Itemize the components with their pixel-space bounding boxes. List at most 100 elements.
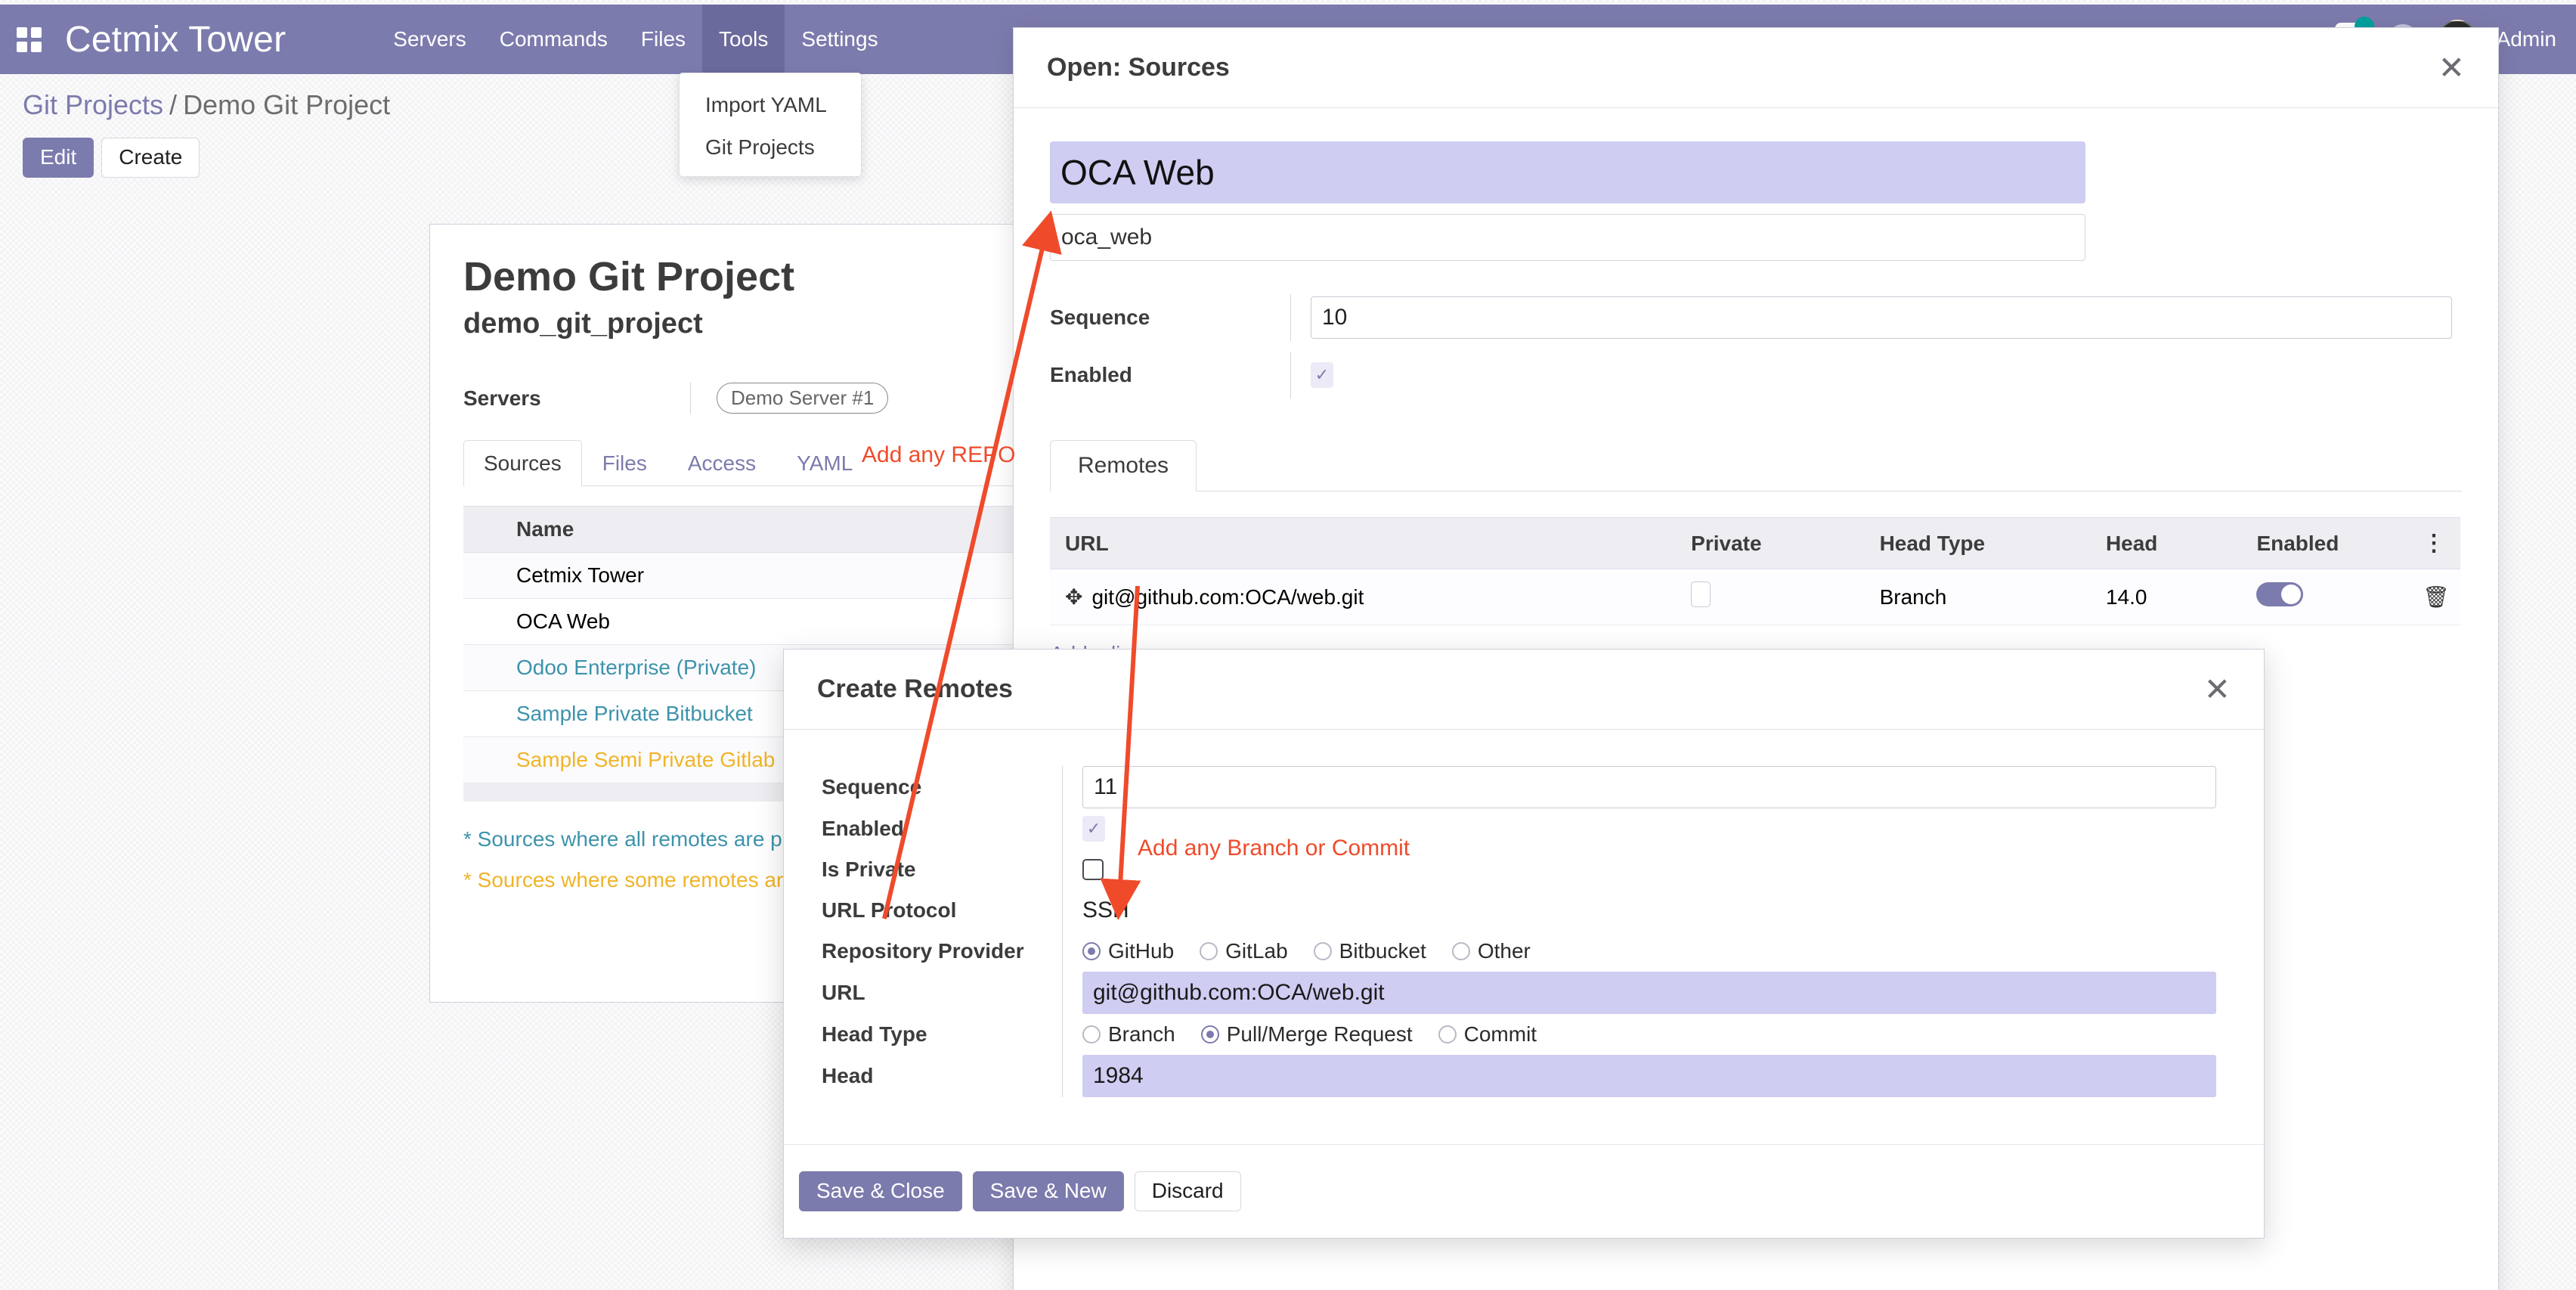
menu-item-settings[interactable]: Settings [801, 27, 878, 51]
enabled-checkbox[interactable]: ✓ [1311, 362, 1333, 388]
tools-dropdown-menu: Import YAML Git Projects [679, 73, 862, 177]
rm-url-protocol-value[interactable]: SSH [1082, 898, 1129, 923]
remote-head-cell[interactable]: 14.0 [2090, 569, 2242, 625]
radio-branch[interactable]: Branch [1082, 1022, 1175, 1047]
rm-enabled-row: Enabled ✓ [822, 808, 2226, 849]
remote-head-type-cell[interactable]: Branch [1864, 569, 2091, 625]
enabled-label: Enabled [1050, 363, 1132, 386]
rm-enabled-label: Enabled [822, 817, 904, 840]
rm-is-private-row: Is Private [822, 849, 2226, 890]
remotes-dialog-title: Create Remotes [817, 674, 1013, 703]
radio-github-label: GitHub [1108, 939, 1175, 963]
column-header-private[interactable]: Private [1676, 517, 1865, 569]
radio-dot-icon [1200, 1025, 1219, 1043]
radio-gitlab[interactable]: GitLab [1200, 939, 1288, 963]
column-header-url[interactable]: URL [1050, 517, 1677, 569]
breadcrumb-separator: / [169, 89, 178, 120]
rm-is-private-control [1062, 849, 2226, 890]
radio-other[interactable]: Other [1451, 939, 1531, 963]
drag-handle-icon[interactable]: ✥ [1065, 585, 1083, 609]
source-technical-name-input[interactable]: oca_web [1050, 214, 2085, 261]
remote-url-cell[interactable]: ✥ git@github.com:OCA/web.git [1050, 569, 1677, 625]
rm-head-control: 1984 [1062, 1055, 2226, 1097]
enabled-field-row: Enabled ✓ [1050, 352, 2462, 398]
radio-branch-label: Branch [1108, 1022, 1175, 1046]
sequence-label: Sequence [1050, 305, 1150, 329]
apps-grid-icon[interactable] [14, 24, 44, 54]
sequence-field-row: Sequence 10 [1050, 294, 2462, 341]
user-name[interactable]: Admin [2496, 27, 2556, 51]
tab-files[interactable]: Files [602, 451, 647, 475]
tab-sources[interactable]: Sources [463, 440, 582, 486]
row-gutter [463, 644, 500, 691]
rm-head-input[interactable]: 1984 [1082, 1055, 2216, 1097]
sources-dialog-title: Open: Sources [1047, 53, 1230, 82]
rm-url-row: URL git@github.com:OCA/web.git [822, 972, 2226, 1014]
close-icon[interactable]: ✕ [2438, 49, 2465, 85]
radio-github[interactable]: GitHub [1082, 939, 1174, 963]
rm-head-type-label: Head Type [822, 1022, 927, 1046]
radio-gitlab-label: GitLab [1225, 939, 1288, 963]
menu-item-tools[interactable]: Tools [702, 5, 785, 74]
rm-repository-provider-label: Repository Provider [822, 939, 1024, 963]
remote-delete-cell: 🗑 [2407, 569, 2460, 625]
breadcrumb-root[interactable]: Git Projects [23, 89, 164, 120]
rm-is-private-label: Is Private [822, 857, 916, 881]
private-checkbox[interactable] [1691, 581, 1711, 607]
edit-button[interactable]: Edit [23, 138, 94, 178]
app-brand[interactable]: Cetmix Tower [65, 19, 286, 60]
annotation-add-any-repo: Add any REPO [862, 442, 1016, 467]
tab-access[interactable]: Access [687, 451, 757, 475]
remotes-dialog-footer: Save & Close Save & New Discard [784, 1144, 2264, 1238]
record-title: Demo Git Project [463, 254, 795, 299]
remote-url-text: git@github.com:OCA/web.git [1091, 585, 1364, 609]
rm-is-private-checkbox[interactable] [1082, 859, 1104, 880]
create-button[interactable]: Create [101, 138, 200, 178]
rm-sequence-input[interactable]: 11 [1082, 766, 2216, 808]
trash-icon[interactable]: 🗑 [2423, 585, 2450, 609]
sources-dialog-body: OCA Web oca_web Sequence 10 Enabled ✓ R [1014, 108, 2498, 666]
save-and-new-button[interactable]: Save & New [972, 1171, 1124, 1211]
radio-commit[interactable]: Commit [1438, 1022, 1537, 1047]
column-header-head-type[interactable]: Head Type [1864, 517, 2091, 569]
breadcrumb-current: Demo Git Project [183, 89, 391, 120]
dropdown-item-git-projects[interactable]: Git Projects [705, 135, 815, 159]
radio-pull-merge-request[interactable]: Pull/Merge Request [1200, 1022, 1413, 1047]
control-panel-buttons: Edit Create [23, 138, 200, 178]
radio-bitbucket-label: Bitbucket [1339, 939, 1426, 963]
dropdown-item-import-yaml[interactable]: Import YAML [705, 93, 827, 116]
sources-dialog-header: Open: Sources ✕ [1014, 28, 2498, 108]
vertical-dots-icon[interactable]: ⋮ [2423, 531, 2446, 556]
radio-bitbucket[interactable]: Bitbucket [1313, 939, 1426, 963]
row-gutter [463, 736, 500, 783]
rm-url-input[interactable]: git@github.com:OCA/web.git [1082, 972, 2216, 1014]
rm-head-type-row: Head Type Branch Pull/Merge Request Comm… [822, 1014, 2226, 1055]
enabled-control: ✓ [1290, 352, 1333, 398]
rm-enabled-checkbox[interactable]: ✓ [1082, 816, 1105, 842]
sequence-input[interactable]: 10 [1311, 296, 2452, 339]
remotes-notebook-tabs: Remotes [1050, 439, 2462, 492]
save-and-close-button[interactable]: Save & Close [799, 1171, 962, 1211]
rm-head-type-control: Branch Pull/Merge Request Commit [1062, 1014, 2226, 1055]
tab-yaml[interactable]: YAML [797, 451, 853, 475]
source-name-input[interactable]: OCA Web [1050, 141, 2085, 203]
table-gutter-header [463, 506, 500, 553]
server-tag[interactable]: Demo Server #1 [717, 383, 889, 414]
enabled-toggle[interactable] [2256, 582, 2304, 606]
rm-head-row: Head 1984 [822, 1055, 2226, 1097]
column-header-enabled[interactable]: Enabled [2241, 517, 2408, 569]
discard-button[interactable]: Discard [1134, 1171, 1241, 1211]
record-technical-name: demo_git_project [463, 308, 703, 340]
tab-remotes[interactable]: Remotes [1050, 440, 1197, 492]
column-header-head[interactable]: Head [2090, 517, 2242, 569]
remotes-header-row: URL Private Head Type Head Enabled ⋮ [1050, 517, 2460, 569]
menu-item-commands[interactable]: Commands [499, 27, 608, 51]
close-icon[interactable]: ✕ [2203, 671, 2231, 707]
rm-url-protocol-control: SSH [1062, 890, 2226, 931]
table-row[interactable]: ✥ git@github.com:OCA/web.git Branch 14.0 … [1050, 569, 2460, 625]
menu-item-servers[interactable]: Servers [393, 27, 466, 51]
rm-url-label: URL [822, 981, 865, 1004]
remotes-table: URL Private Head Type Head Enabled ⋮ ✥ gi… [1050, 517, 2460, 625]
radio-dot-icon [1438, 1025, 1457, 1043]
menu-item-files[interactable]: Files [640, 27, 686, 51]
